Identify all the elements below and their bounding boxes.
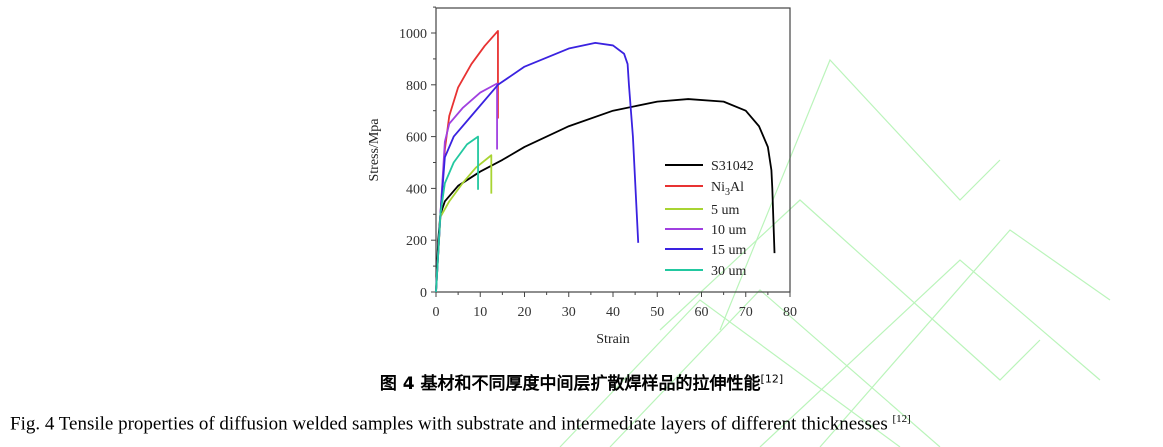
x-tick-label: 70: [739, 305, 753, 320]
caption-chinese-ref: [12]: [760, 372, 784, 386]
x-tick-label: 50: [650, 305, 664, 320]
series-line-s31042: [435, 98, 776, 293]
x-tick-label: 10: [473, 305, 487, 320]
x-tick-label: 40: [606, 305, 620, 320]
x-axis-label: Strain: [596, 332, 629, 347]
y-tick-label: 1000: [399, 27, 427, 42]
legend-label-5um: 5 um: [711, 203, 740, 218]
legend: S31042 Ni3Al 5 um 10 um 15 um 30 um: [665, 159, 754, 279]
y-tick-label: 200: [406, 234, 427, 249]
legend-label-s31042: S31042: [711, 159, 754, 174]
y-tick-label: 0: [420, 286, 427, 301]
x-tick-label: 80: [783, 305, 797, 320]
x-tick-label: 60: [695, 305, 709, 320]
x-tick-label: 0: [433, 305, 440, 320]
caption-chinese-text: 图 4 基材和不同厚度中间层扩散焊样品的拉伸性能: [379, 374, 761, 394]
y-tick-label: 400: [406, 182, 427, 197]
series-line-30um: [435, 135, 479, 293]
caption-chinese: 图 4 基材和不同厚度中间层扩散焊样品的拉伸性能[12]: [0, 369, 1163, 394]
legend-label-15um: 15 um: [711, 243, 747, 258]
y-tick-label: 600: [406, 131, 427, 146]
watermark: [559, 58, 1111, 447]
caption-english-text: Fig. 4 Tensile properties of diffusion w…: [10, 413, 893, 435]
legend-label-ni3al: Ni3Al: [711, 180, 744, 198]
y-tick-label: 800: [406, 79, 427, 94]
x-tick-label: 20: [518, 305, 532, 320]
y-axis-label: Stress/Mpa: [367, 118, 382, 182]
legend-label-10um: 10 um: [711, 223, 747, 238]
caption-english-ref: [12]: [892, 413, 911, 425]
series-line-10um: [435, 82, 498, 293]
legend-label-30um: 30 um: [711, 264, 747, 279]
x-tick-label: 30: [562, 305, 576, 320]
series-line-15um: [435, 41, 640, 293]
caption-english: Fig. 4 Tensile properties of diffusion w…: [10, 413, 911, 435]
